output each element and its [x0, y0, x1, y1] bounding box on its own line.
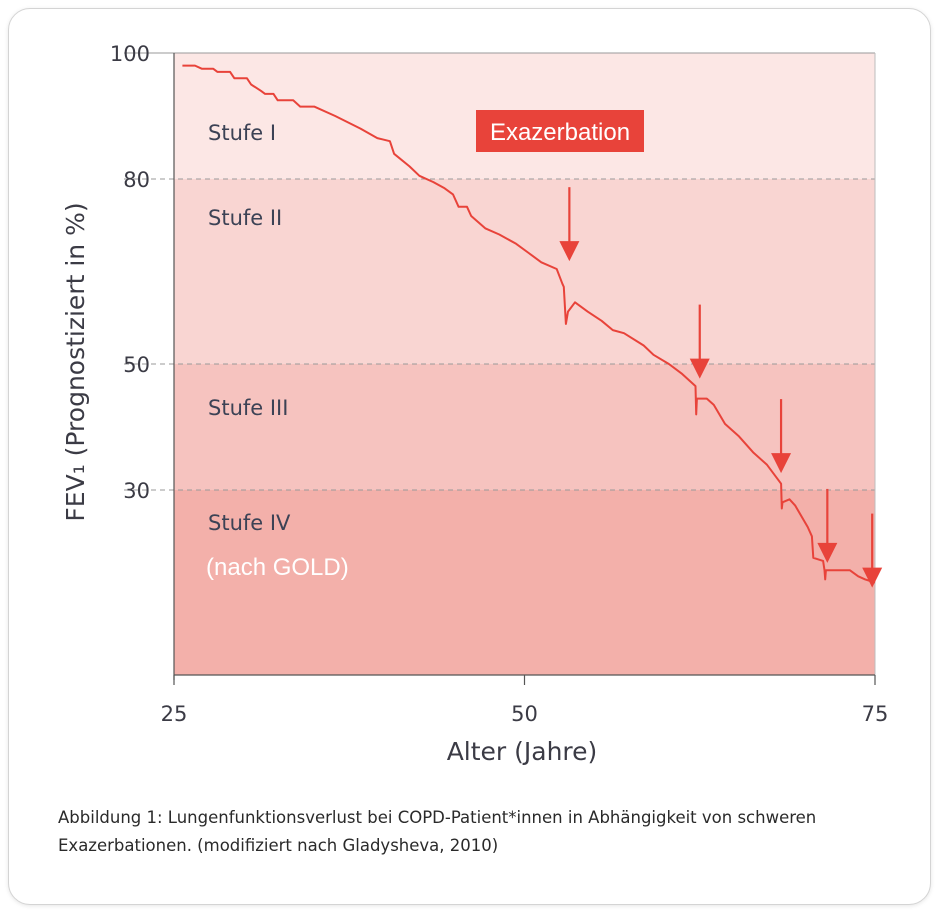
- x-axis-title: Alter (Jahre): [447, 737, 598, 766]
- y-tick-label-30: 30: [123, 479, 150, 503]
- exacerbation-badge-bg: [476, 110, 644, 152]
- zone-3: [174, 364, 875, 490]
- arrow-head: [559, 241, 580, 262]
- zone-labels: Stufe I Stufe II Stufe III Stufe IV (nach GO…: [206, 121, 349, 581]
- series: [182, 64, 876, 584]
- arrow-head: [817, 542, 838, 563]
- caption-line-1: Abbildung 1: Lungenfunktionsverlust bei …: [58, 808, 817, 827]
- exacerbation-arrow-4: [817, 488, 838, 563]
- fev1-decline-line: [182, 64, 876, 584]
- zone-label-1: Stufe I: [208, 121, 276, 145]
- exacerbation-arrows: [559, 187, 883, 588]
- x-tick-label-50: 50: [511, 702, 538, 726]
- caption-line-2: Exazerbationen. (modifiziert nach Gladys…: [58, 836, 499, 855]
- exacerbation-label: Exazerbation: [490, 119, 630, 146]
- zone-label-2: Stufe II: [208, 206, 282, 230]
- x-tick-label-25: 25: [161, 702, 188, 726]
- zone-label-4: Stufe IV: [208, 511, 291, 535]
- gold-zones: [174, 53, 875, 675]
- y-tick-label-100: 100: [110, 42, 150, 66]
- y-tick-label-80: 80: [123, 168, 150, 192]
- exacerbation-arrow-2: [689, 304, 710, 379]
- exacerbation-arrow-3: [771, 399, 792, 474]
- exacerbation-arrow-1: [559, 187, 580, 262]
- exacerbation-arrow-5: [862, 513, 883, 588]
- fev1-chart: 100 80 50 30 25 50 75 Stufe I Stufe II Stufe III…: [61, 42, 888, 766]
- y-tick-label-50: 50: [123, 353, 150, 377]
- x-tick-label-75: 75: [862, 702, 889, 726]
- tick-labels: 100 80 50 30 25 50 75: [110, 42, 888, 726]
- arrow-head: [862, 567, 883, 588]
- exacerbation-badge: Exazerbation: [476, 110, 644, 152]
- arrow-head: [689, 358, 710, 379]
- y-axis-title: FEV₁ (Prognostiziert in %): [61, 202, 90, 521]
- zone-4: [174, 490, 875, 675]
- zone-2: [174, 179, 875, 364]
- zone-label-3: Stufe III: [208, 396, 288, 420]
- zone-note: (nach GOLD): [206, 554, 349, 581]
- arrow-head: [771, 453, 792, 474]
- figure-caption: Abbildung 1: Lungenfunktionsverlust bei …: [58, 804, 898, 860]
